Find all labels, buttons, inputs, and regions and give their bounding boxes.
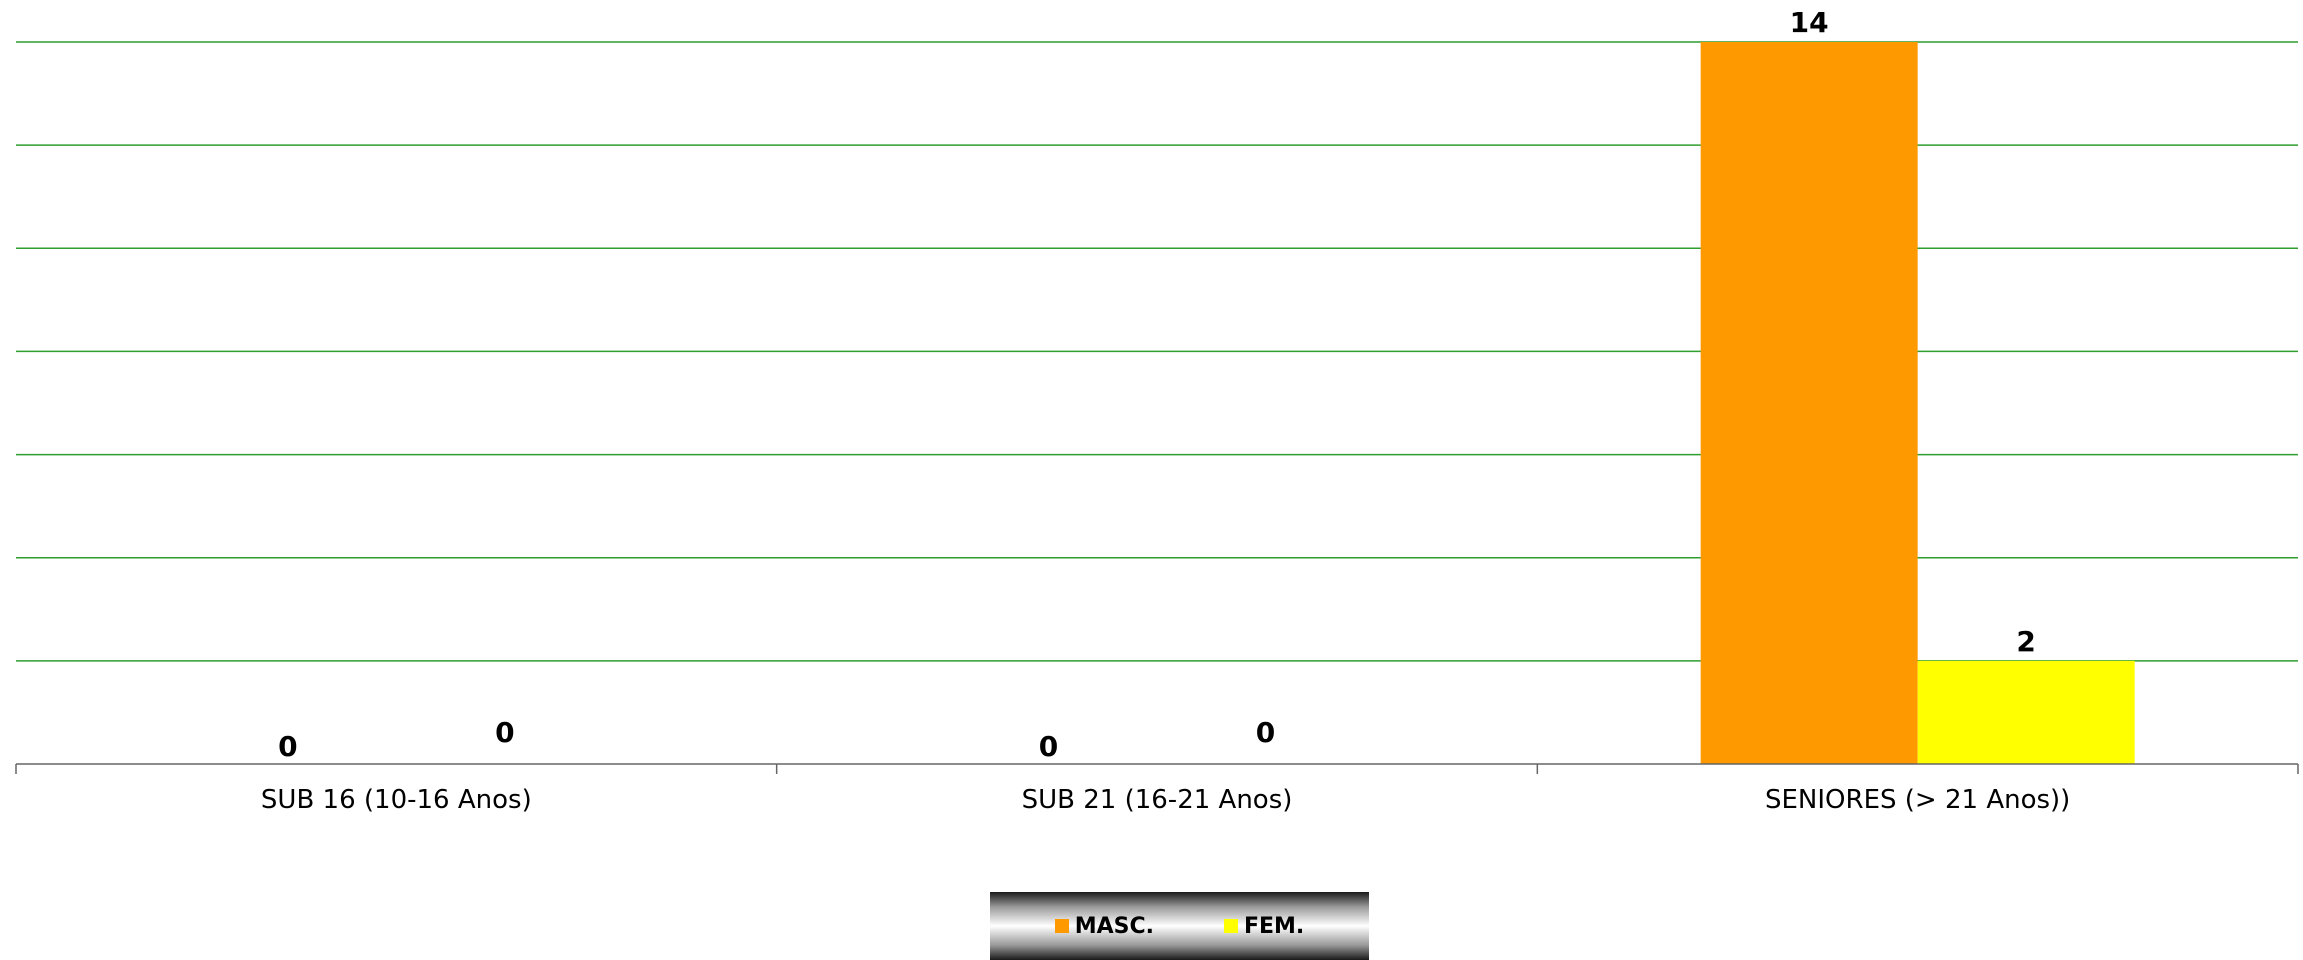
legend-label-masc: MASC. <box>1074 913 1154 939</box>
data-label: 0 <box>1256 716 1275 749</box>
bar-fem <box>1917 660 2135 764</box>
data-label: 2 <box>2016 625 2035 658</box>
data-label: 0 <box>1039 730 1058 763</box>
legend-swatch-masc <box>1054 919 1069 933</box>
x-tick-label: SUB 16 (10-16 Anos) <box>261 785 532 815</box>
legend-label-fem: FEM. <box>1243 913 1305 939</box>
gridlines <box>16 41 2298 662</box>
data-label: 14 <box>1790 6 1829 39</box>
bar-masc <box>1700 42 1918 764</box>
legend: MASC. FEM. <box>990 892 1369 960</box>
x-tick-label: SENIORES (> 21 Anos)) <box>1765 785 2070 815</box>
legend-item-fem: FEM. <box>1223 913 1305 939</box>
legend-item-masc: MASC. <box>1054 913 1154 939</box>
data-label: 0 <box>495 716 514 749</box>
x-axis: SUB 16 (10-16 Anos) SUB 21 (16-21 Anos) SE… <box>15 763 2299 815</box>
bars <box>1700 42 2135 764</box>
x-tick-label: SUB 21 (16-21 Anos) <box>1022 785 1293 815</box>
legend-swatch-fem <box>1223 919 1238 933</box>
value-labels: 0 0 0 0 14 2 <box>278 6 2036 763</box>
data-label: 0 <box>278 730 297 763</box>
